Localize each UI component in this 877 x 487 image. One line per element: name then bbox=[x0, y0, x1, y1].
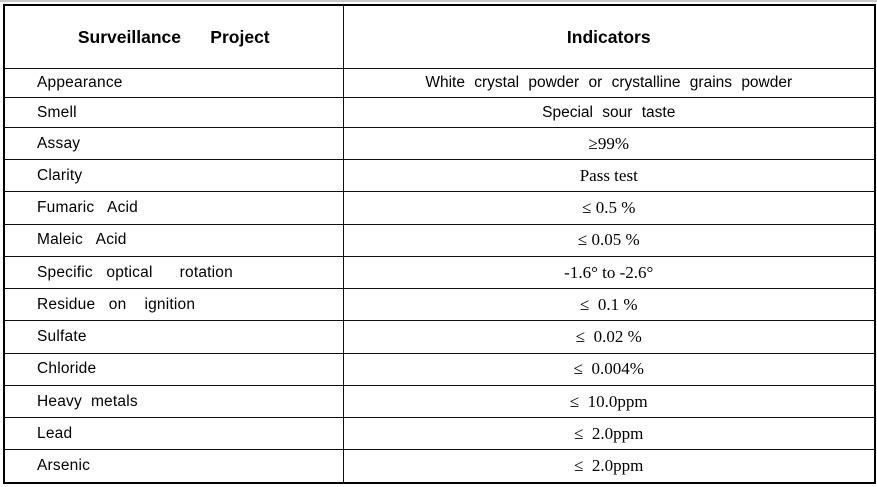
project-cell: Specific optical rotation bbox=[3, 255, 344, 290]
indicator-cell: Pass test bbox=[342, 159, 876, 193]
indicator-cell: ≤ 0.5 % bbox=[342, 191, 876, 225]
indicator-cell: ≤ 10.0ppm bbox=[342, 384, 876, 419]
project-cell: Smell bbox=[3, 97, 344, 128]
project-cell: Residue on ignition bbox=[3, 288, 344, 322]
indicator-cell: ≤ 0.1 % bbox=[342, 288, 876, 322]
indicator-cell: ≥99% bbox=[342, 126, 876, 161]
table-row: Heavy metals ≤ 10.0ppm bbox=[3, 384, 876, 419]
indicator-cell: ≤ 2.0ppm bbox=[342, 449, 876, 484]
table-row: Assay ≥99% bbox=[3, 126, 876, 161]
column-header-indicators: Indicators bbox=[342, 4, 876, 69]
project-cell: Lead bbox=[3, 417, 344, 451]
table-row: Sulfate ≤ 0.02 % bbox=[3, 320, 876, 354]
project-cell: Fumaric Acid bbox=[3, 191, 344, 225]
indicator-cell: White crystal powder or crystalline grai… bbox=[342, 67, 876, 99]
table-row: Fumaric Acid ≤ 0.5 % bbox=[3, 191, 876, 225]
table-row: Lead ≤ 2.0ppm bbox=[3, 417, 876, 451]
indicator-cell: ≤ 0.05 % bbox=[342, 223, 876, 257]
project-cell: Clarity bbox=[3, 159, 344, 193]
project-cell: Heavy metals bbox=[3, 384, 344, 419]
table-row: Chloride ≤ 0.004% bbox=[3, 352, 876, 386]
project-cell: Arsenic bbox=[3, 449, 344, 484]
table-row: Arsenic ≤ 2.0ppm bbox=[3, 449, 876, 484]
indicator-cell: Special sour taste bbox=[342, 97, 876, 128]
indicator-cell: ≤ 0.02 % bbox=[342, 320, 876, 354]
project-cell: Assay bbox=[3, 126, 344, 161]
table-row: Residue on ignition ≤ 0.1 % bbox=[3, 288, 876, 322]
project-cell: Chloride bbox=[3, 352, 344, 386]
table-row: Smell Special sour taste bbox=[3, 97, 876, 128]
table-row: Appearance White crystal powder or crysta… bbox=[3, 67, 876, 99]
specification-table: Surveillance Project Indicators Appearan… bbox=[3, 4, 876, 484]
header-row: Surveillance Project Indicators bbox=[3, 4, 876, 69]
project-cell: Appearance bbox=[3, 67, 344, 99]
table-row: Maleic Acid ≤ 0.05 % bbox=[3, 223, 876, 257]
column-header-surveillance-project: Surveillance Project bbox=[3, 4, 344, 69]
project-cell: Maleic Acid bbox=[3, 223, 344, 257]
indicator-cell: -1.6° to -2.6° bbox=[342, 255, 876, 290]
table-body: Appearance White crystal powder or crysta… bbox=[3, 67, 876, 484]
indicator-cell: ≤ 2.0ppm bbox=[342, 417, 876, 451]
project-cell: Sulfate bbox=[3, 320, 344, 354]
table-row: Clarity Pass test bbox=[3, 159, 876, 193]
table-row: Specific optical rotation -1.6° to -2.6° bbox=[3, 255, 876, 290]
top-edge-line bbox=[0, 0, 877, 2]
indicator-cell: ≤ 0.004% bbox=[342, 352, 876, 386]
